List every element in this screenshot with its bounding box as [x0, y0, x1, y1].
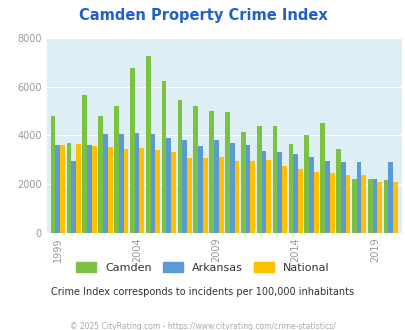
Bar: [250, 161, 255, 233]
Bar: [182, 140, 187, 233]
Bar: [166, 138, 171, 233]
Bar: [209, 111, 213, 233]
Bar: [324, 161, 329, 233]
Bar: [92, 146, 96, 233]
Bar: [308, 157, 313, 233]
Text: © 2025 CityRating.com - https://www.cityrating.com/crime-statistics/: © 2025 CityRating.com - https://www.city…: [70, 322, 335, 330]
Bar: [229, 143, 234, 233]
Bar: [392, 182, 397, 233]
Bar: [119, 134, 123, 233]
Bar: [202, 158, 207, 233]
Bar: [218, 157, 223, 233]
Bar: [213, 140, 218, 233]
Bar: [277, 152, 281, 233]
Bar: [187, 158, 191, 233]
Bar: [60, 145, 65, 233]
Bar: [376, 182, 381, 233]
Bar: [134, 133, 139, 233]
Bar: [130, 68, 134, 233]
Bar: [241, 132, 245, 233]
Text: Camden Property Crime Index: Camden Property Crime Index: [79, 8, 326, 23]
Bar: [114, 106, 119, 233]
Bar: [297, 169, 302, 233]
Bar: [177, 100, 182, 233]
Bar: [372, 179, 376, 233]
Bar: [103, 134, 107, 233]
Bar: [145, 56, 150, 233]
Bar: [234, 161, 239, 233]
Bar: [71, 161, 76, 233]
Bar: [76, 144, 81, 233]
Bar: [272, 125, 277, 233]
Bar: [335, 149, 340, 233]
Bar: [51, 116, 55, 233]
Bar: [367, 179, 372, 233]
Bar: [245, 145, 250, 233]
Bar: [281, 166, 286, 233]
Bar: [98, 116, 103, 233]
Bar: [55, 145, 60, 233]
Bar: [340, 162, 345, 233]
Bar: [161, 81, 166, 233]
Bar: [388, 162, 392, 233]
Bar: [224, 112, 229, 233]
Bar: [66, 143, 71, 233]
Bar: [107, 148, 112, 233]
Bar: [288, 144, 292, 233]
Bar: [320, 123, 324, 233]
Bar: [345, 176, 350, 233]
Bar: [360, 176, 365, 233]
Text: Crime Index corresponds to incidents per 100,000 inhabitants: Crime Index corresponds to incidents per…: [51, 287, 354, 297]
Bar: [139, 148, 144, 233]
Bar: [351, 179, 356, 233]
Bar: [261, 151, 266, 233]
Bar: [256, 125, 261, 233]
Legend: Camden, Arkansas, National: Camden, Arkansas, National: [72, 258, 333, 278]
Bar: [304, 135, 308, 233]
Bar: [383, 180, 388, 233]
Bar: [329, 173, 334, 233]
Bar: [155, 150, 160, 233]
Bar: [193, 106, 198, 233]
Bar: [292, 153, 297, 233]
Bar: [87, 145, 92, 233]
Bar: [198, 146, 202, 233]
Bar: [266, 160, 271, 233]
Bar: [150, 134, 155, 233]
Bar: [171, 152, 175, 233]
Bar: [313, 172, 318, 233]
Bar: [82, 95, 87, 233]
Bar: [356, 162, 360, 233]
Bar: [123, 149, 128, 233]
